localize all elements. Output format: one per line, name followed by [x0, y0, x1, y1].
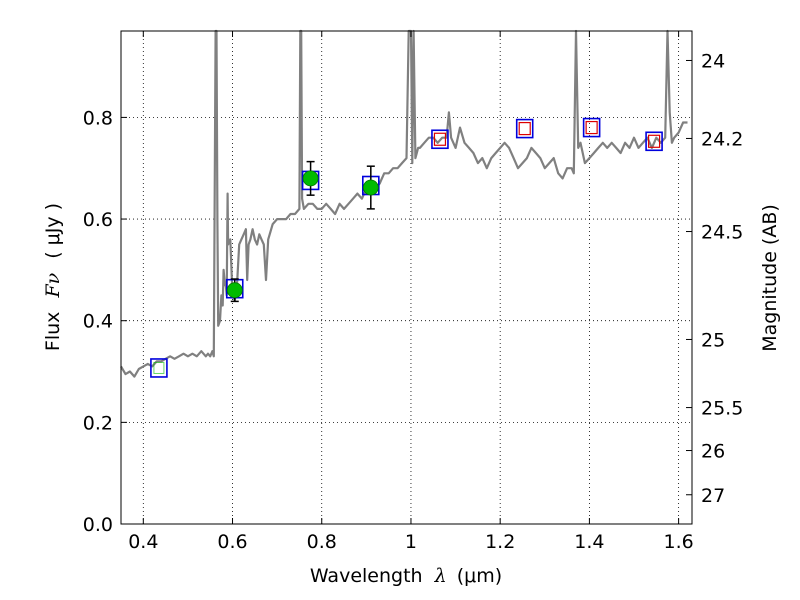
- photometry-series: [150, 117, 663, 378]
- x-tick-label: 0.6: [217, 531, 247, 553]
- y-axis-label-symbol: Fν: [42, 272, 64, 298]
- y-tick-label: 0.0: [83, 514, 113, 536]
- upper-limit-box: [585, 120, 598, 135]
- x-axis-label-symbol: λ: [434, 565, 447, 587]
- magnitude-tick-label: 26: [701, 441, 725, 463]
- observed-point: [362, 179, 379, 196]
- y-tick-label: 0.2: [83, 412, 113, 434]
- x-axis-label-unit: (μm): [457, 565, 502, 587]
- y-axis-label: Flux Fν ( μJy ): [42, 203, 64, 351]
- y-axis-label-unit: ( μJy ): [42, 203, 64, 259]
- spectrum-series: [120, 29, 688, 378]
- faint-detection-box: [153, 361, 165, 374]
- y-tick-label: 0.8: [83, 107, 113, 129]
- upper-limit-box: [518, 121, 531, 136]
- x-axis-label-prefix: Wavelength: [310, 565, 423, 587]
- model-box: [515, 118, 534, 139]
- magnitude-tick-label: 24.2: [701, 128, 743, 150]
- magnitude-tick-label: 25: [701, 329, 725, 351]
- y-axis-label-prefix: Flux: [42, 312, 64, 352]
- observed-point: [226, 282, 243, 299]
- model-box: [582, 117, 601, 138]
- observed-point: [302, 170, 319, 187]
- model-box: [645, 131, 663, 152]
- magnitude-tick-label: 25.5: [701, 398, 743, 420]
- axis-ticks: 0.4 0.6 0.8 1 1.2 1.4 1.6 0.0 0.2 0.4 0.6 0.8 24 24.2…: [83, 31, 743, 553]
- y-tick-label: 0.4: [83, 311, 113, 333]
- x-tick-label: 1.2: [485, 531, 515, 553]
- x-tick-label: 0.8: [307, 531, 337, 553]
- model-box: [431, 129, 449, 150]
- model-box: [150, 358, 168, 378]
- upper-limit-box: [433, 132, 447, 146]
- magnitude-tick-label: 27: [701, 485, 725, 507]
- x-tick-label: 1.4: [574, 531, 604, 553]
- magnitude-axis-label: Magnitude (AB): [759, 204, 781, 352]
- magnitude-tick-label: 24: [701, 50, 725, 72]
- plot-frame: [120, 30, 693, 525]
- y-tick-label: 0.6: [83, 209, 113, 231]
- x-tick-label: 1.6: [664, 531, 694, 553]
- upper-limit-box: [647, 134, 661, 148]
- magnitude-tick-label: 24.5: [701, 222, 743, 244]
- x-tick-label: 0.4: [128, 531, 158, 553]
- spectrum-line: [120, 29, 688, 378]
- x-axis-label: Wavelength λ (μm): [310, 565, 502, 587]
- x-tick-label: 1: [405, 531, 417, 553]
